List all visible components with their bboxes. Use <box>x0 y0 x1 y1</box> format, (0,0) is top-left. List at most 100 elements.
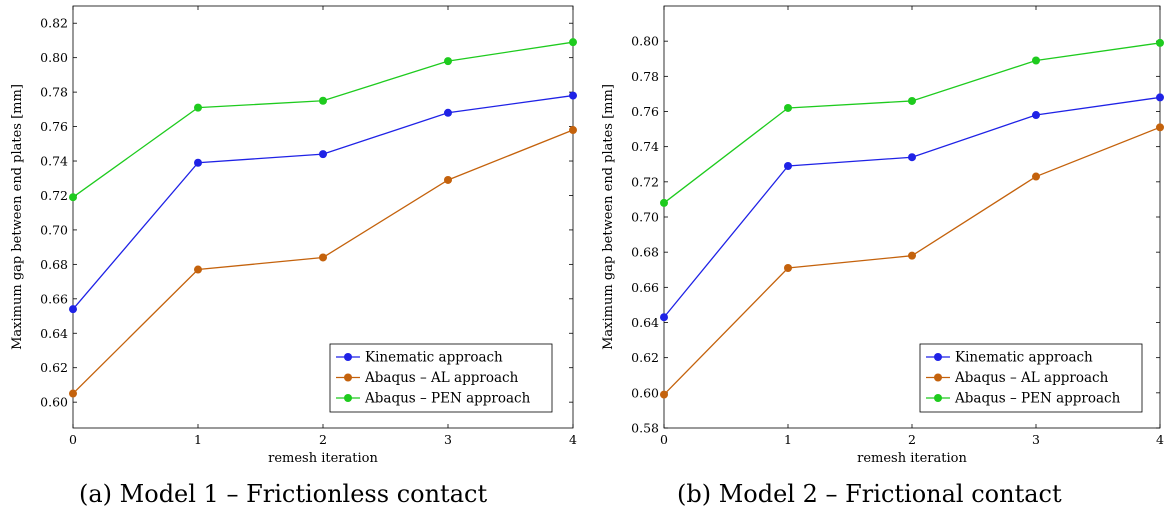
y-tick-label: 0.76 <box>631 104 659 119</box>
data-point-pen <box>1032 56 1040 65</box>
legend-swatch-marker <box>934 353 942 361</box>
y-tick-label: 0.62 <box>631 350 659 365</box>
data-point-al <box>69 389 77 398</box>
series-al <box>660 123 1164 399</box>
y-tick-label: 0.78 <box>40 85 68 100</box>
data-point-kinematic <box>784 162 792 171</box>
y-tick-label: 0.66 <box>631 280 659 295</box>
x-tick-label: 1 <box>194 432 202 447</box>
data-point-kinematic <box>69 305 77 314</box>
y-tick-label: 0.60 <box>40 395 68 410</box>
data-point-kinematic <box>319 150 327 159</box>
data-point-al <box>444 175 452 184</box>
y-tick-label: 0.64 <box>631 315 659 330</box>
data-point-al <box>908 251 916 260</box>
legend-label: Abaqus – PEN approach <box>364 391 531 407</box>
series-kinematic <box>660 93 1164 322</box>
y-tick-label: 0.74 <box>631 139 659 154</box>
y-tick-label: 0.74 <box>40 154 68 169</box>
series-line-pen <box>72 41 574 198</box>
data-point-pen <box>660 198 668 207</box>
legend-swatch-marker <box>344 394 352 402</box>
data-point-kinematic <box>194 158 202 167</box>
x-axis-label: remesh iteration <box>857 451 967 466</box>
data-point-al <box>1032 172 1040 181</box>
caption-model-2: (b) Model 2 – Frictional contact <box>677 480 1062 508</box>
y-tick-label: 0.82 <box>40 16 68 31</box>
y-tick-label: 0.68 <box>631 245 659 260</box>
y-tick-label: 0.78 <box>631 69 659 84</box>
data-point-al <box>319 253 327 262</box>
legend-swatch-marker <box>934 394 942 402</box>
data-point-al <box>1156 123 1164 132</box>
chart-panel-model-1: 0 1 2 3 4 0.60 0.62 0.64 0.66 0.68 0.70 0.72 0.74 0.7… <box>0 0 590 478</box>
y-tick-label: 0.68 <box>40 257 68 272</box>
y-tick-label: 0.72 <box>40 188 68 203</box>
y-tick-label: 0.60 <box>631 385 659 400</box>
data-point-al <box>569 126 577 135</box>
data-point-al <box>660 390 668 399</box>
y-tick-label: 0.62 <box>40 360 68 375</box>
y-tick-label: 0.66 <box>40 291 68 306</box>
x-tick-label: 2 <box>319 432 327 447</box>
data-point-kinematic <box>569 91 577 100</box>
series-al <box>69 126 577 398</box>
data-point-kinematic <box>1156 93 1164 102</box>
chart-svg-model-2: 0 1 2 3 4 0.58 0.60 0.62 0.64 0.66 0.68 0.70 0.72 0.7… <box>601 5 1164 466</box>
data-point-al <box>784 263 792 272</box>
data-point-pen <box>444 57 452 66</box>
x-axis-label: remesh iteration <box>268 451 378 466</box>
x-tick-label: 2 <box>908 432 916 447</box>
legend-label: Abaqus – PEN approach <box>954 391 1121 407</box>
data-point-kinematic <box>908 153 916 162</box>
legend-box <box>919 343 1143 413</box>
legend-swatch-marker <box>934 373 942 382</box>
data-point-kinematic <box>444 108 452 117</box>
data-point-al <box>194 265 202 274</box>
y-axis-label: Maximum gap between end plates [mm] <box>10 84 25 350</box>
legend-swatch-marker <box>344 373 352 382</box>
y-axis-label: Maximum gap between end plates [mm] <box>601 84 616 350</box>
x-tick-label: 0 <box>660 432 668 447</box>
y-tick-label: 0.72 <box>631 174 659 189</box>
series-line-kinematic <box>72 94 574 310</box>
legend: Kinematic approach Abaqus – AL approach Ab… <box>329 343 553 413</box>
x-tick-label: 3 <box>1032 432 1040 447</box>
data-point-pen <box>319 96 327 105</box>
y-tick-label: 0.70 <box>631 210 659 225</box>
chart-svg-model-1: 0 1 2 3 4 0.60 0.62 0.64 0.66 0.68 0.70 0.72 0.74 0.7… <box>10 5 577 466</box>
x-tick-label: 4 <box>569 432 577 447</box>
x-tick-label: 3 <box>444 432 452 447</box>
legend-box <box>329 343 553 413</box>
y-tick-label: 0.76 <box>40 119 68 134</box>
data-point-kinematic <box>660 313 668 322</box>
data-point-kinematic <box>1032 111 1040 120</box>
y-tick-label: 0.70 <box>40 222 68 237</box>
y-tick-label: 0.80 <box>631 34 659 49</box>
data-point-pen <box>69 193 77 202</box>
data-point-pen <box>194 103 202 112</box>
legend-label: Abaqus – AL approach <box>954 370 1109 386</box>
series-kinematic <box>69 91 577 314</box>
series-line-kinematic <box>663 96 1161 318</box>
data-point-pen <box>908 96 916 105</box>
chart-panel-model-2: 0 1 2 3 4 0.58 0.60 0.62 0.64 0.66 0.68 0.70 0.72 0.7… <box>590 0 1167 478</box>
y-tick-label: 0.64 <box>40 326 68 341</box>
legend-swatch-marker <box>344 353 352 361</box>
series-pen <box>69 38 577 202</box>
series-line-pen <box>663 42 1161 204</box>
data-point-pen <box>784 103 792 112</box>
y-tick-label: 0.80 <box>40 50 68 65</box>
y-tick-label: 0.58 <box>631 421 659 436</box>
caption-model-1: (a) Model 1 – Frictionless contact <box>79 480 488 508</box>
data-point-pen <box>569 38 577 47</box>
x-tick-label: 1 <box>784 432 792 447</box>
x-tick-label: 4 <box>1156 432 1164 447</box>
legend: Kinematic approach Abaqus – AL approach Ab… <box>919 343 1143 413</box>
x-tick-label: 0 <box>69 432 77 447</box>
series-pen <box>660 38 1164 207</box>
legend-label: Kinematic approach <box>365 350 503 366</box>
data-point-pen <box>1156 38 1164 47</box>
legend-label: Abaqus – AL approach <box>364 370 519 386</box>
legend-label: Kinematic approach <box>955 350 1093 366</box>
